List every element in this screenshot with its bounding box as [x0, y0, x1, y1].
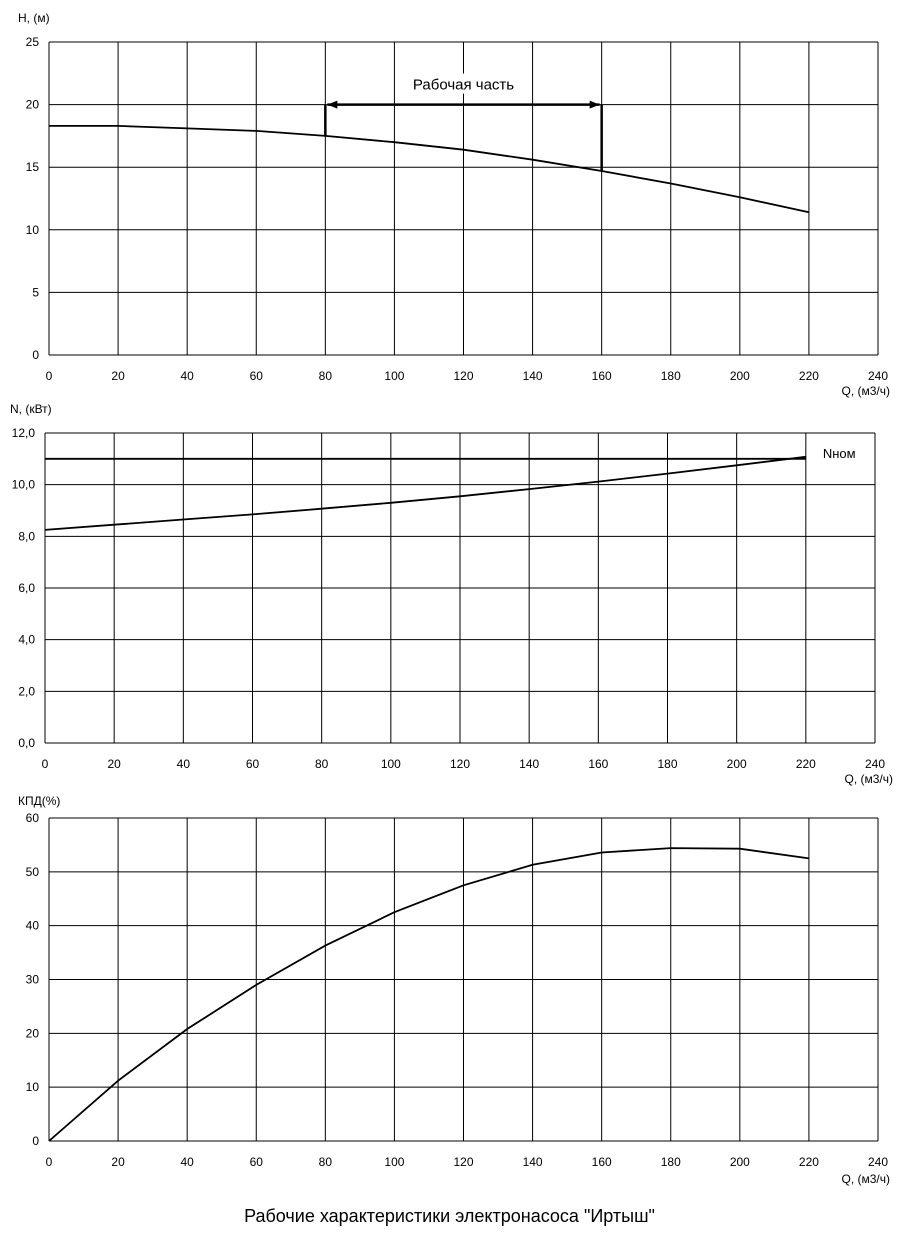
y-tick-label: 0,0 — [18, 736, 35, 750]
x-tick-label: 0 — [46, 1155, 53, 1169]
power-chart: 0 20 40 60 80 100 120 140 160 180 200 220 240 0,0 2,0 4… — [10, 402, 893, 786]
y-tick-label: 50 — [26, 865, 40, 879]
x-tick-label: 140 — [523, 369, 543, 383]
x-axis-label: Q, (м3/ч) — [841, 384, 890, 398]
figure: 0 20 40 60 80 100 120 140 160 180 200 220 2400510152… — [10, 11, 893, 1186]
range-arrowhead-left — [327, 100, 338, 109]
x-axis-label: Q, (м3/ч) — [844, 772, 893, 786]
y-tick-label: 12,0 — [12, 426, 36, 440]
x-tick-label: 60 — [246, 757, 260, 771]
y-tick-label: 2,0 — [18, 684, 35, 698]
x-axis-label: Q, (м3/ч) — [841, 1172, 890, 1186]
x-tick-label: 100 — [384, 369, 404, 383]
series-line — [44, 455, 806, 531]
series-line — [49, 125, 810, 214]
x-tick-label: 140 — [523, 1155, 543, 1169]
y-tick-label: 8,0 — [18, 529, 35, 543]
y-tick-label: 4,0 — [18, 633, 35, 647]
range-arrowhead-right — [589, 100, 600, 109]
x-tick-label: 100 — [381, 757, 401, 771]
x-tick-label: 20 — [111, 369, 125, 383]
x-tick-label: 100 — [384, 1155, 404, 1169]
y-tick-label: 6,0 — [18, 581, 35, 595]
x-tick-label: 20 — [111, 1155, 125, 1169]
y-tick-label: 10 — [26, 223, 40, 237]
x-tick-label: 240 — [868, 369, 888, 383]
y-tick-label: 15 — [26, 160, 40, 174]
x-tick-label: 40 — [180, 369, 194, 383]
x-tick-label: 60 — [250, 1155, 264, 1169]
y-tick-label: 20 — [26, 1026, 40, 1040]
y-tick-label: 10,0 — [12, 478, 36, 492]
head-chart: 0 20 40 60 80 100 120 140 160 180 200 220 240 0 5 10 15 2… — [18, 11, 890, 398]
y-tick-label: 0 — [32, 348, 39, 362]
x-tick-label: 160 — [592, 1155, 612, 1169]
x-tick-label: 120 — [453, 369, 473, 383]
y-axis-label: N, (кВт) — [10, 402, 52, 416]
y-tick-label: 20 — [26, 98, 40, 112]
x-tick-label: 80 — [315, 757, 329, 771]
y-tick-label: 40 — [26, 919, 40, 933]
x-tick-label: 180 — [661, 369, 681, 383]
y-tick-label: 10 — [26, 1080, 40, 1094]
y-tick-label: 25 — [26, 35, 40, 49]
y-tick-label: 30 — [26, 973, 40, 987]
x-tick-label: 200 — [730, 369, 750, 383]
x-tick-label: 0 — [46, 369, 53, 383]
x-tick-label: 160 — [592, 369, 612, 383]
x-tick-label: 160 — [588, 757, 608, 771]
x-tick-label: 80 — [319, 369, 333, 383]
x-tick-label: 40 — [177, 757, 191, 771]
working-range-annotation: Рабочая часть — [324, 73, 603, 171]
x-tick-label: 180 — [657, 757, 677, 771]
x-tick-label: 120 — [453, 1155, 473, 1169]
x-tick-label: 20 — [107, 757, 121, 771]
x-tick-label: 140 — [519, 757, 539, 771]
x-tick-label: 120 — [450, 757, 470, 771]
x-tick-label: 240 — [865, 757, 885, 771]
x-tick-label: 40 — [180, 1155, 194, 1169]
x-tick-label: 220 — [796, 757, 816, 771]
x-tick-label: 180 — [661, 1155, 681, 1169]
y-axis-label: H, (м) — [18, 11, 50, 25]
x-tick-label: 0 — [42, 757, 49, 771]
x-tick-label: 200 — [727, 757, 747, 771]
y-tick-label: 5 — [32, 285, 39, 299]
efficiency-chart: 0 20 40 60 80 100 120 140 160 180 200 220 240 0 10 20 30… — [18, 794, 890, 1186]
series-line — [48, 847, 810, 1142]
x-tick-label: 220 — [799, 369, 819, 383]
series-label: Nном — [823, 446, 856, 461]
x-tick-label: 200 — [730, 1155, 750, 1169]
figure-caption: Рабочие характеристики электронасоса "Ир… — [244, 1206, 655, 1226]
y-axis-label: КПД(%) — [18, 794, 60, 808]
range-label-bg — [405, 73, 522, 94]
y-tick-label: 0 — [32, 1134, 39, 1148]
range-label: Рабочая часть — [413, 77, 514, 94]
x-tick-label: 240 — [868, 1155, 888, 1169]
y-tick-label: 60 — [26, 811, 40, 825]
x-tick-label: 80 — [319, 1155, 333, 1169]
x-tick-label: 60 — [250, 369, 264, 383]
x-tick-label: 220 — [799, 1155, 819, 1169]
